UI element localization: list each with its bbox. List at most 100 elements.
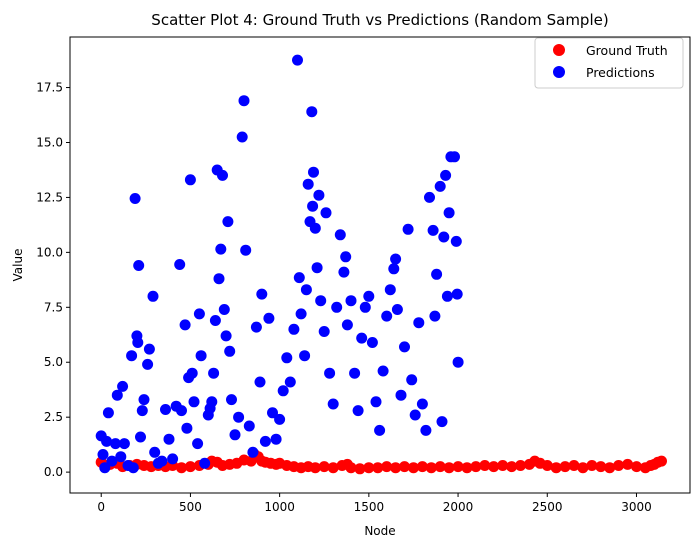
legend-marker-ground-truth xyxy=(553,44,565,56)
prediction-point xyxy=(436,416,448,428)
ground-truth-point xyxy=(541,460,553,471)
prediction-point xyxy=(133,260,145,271)
ground-truth-point xyxy=(318,461,330,473)
ground-truth-point xyxy=(559,461,571,473)
ground-truth-point xyxy=(506,461,518,473)
prediction-point xyxy=(420,424,432,436)
ground-truth-point xyxy=(381,461,393,473)
prediction-point xyxy=(256,288,268,300)
axes-frame xyxy=(69,36,691,494)
ground-truth-point xyxy=(176,462,187,474)
ground-truth-point xyxy=(488,461,500,473)
ground-truth-point xyxy=(425,462,437,474)
prediction-point xyxy=(101,435,113,447)
points-layer xyxy=(95,54,667,475)
ground-truth-point xyxy=(470,461,482,473)
prediction-point xyxy=(195,350,207,362)
prediction-point xyxy=(206,396,218,408)
prediction-point xyxy=(315,295,327,307)
prediction-point xyxy=(300,284,312,296)
prediction-point xyxy=(377,365,389,377)
prediction-point xyxy=(391,304,403,315)
ground-truth-point xyxy=(604,462,616,474)
prediction-point xyxy=(243,420,255,432)
prediction-point xyxy=(434,180,446,192)
prediction-point xyxy=(384,284,396,296)
ground-truth-point xyxy=(622,458,634,470)
prediction-point xyxy=(226,394,237,406)
ground-truth-point xyxy=(390,462,402,474)
prediction-point xyxy=(209,315,221,326)
ground-truth-point xyxy=(461,462,473,474)
ground-truth-point xyxy=(416,461,428,473)
prediction-point xyxy=(102,407,114,419)
prediction-point xyxy=(224,345,236,357)
prediction-point xyxy=(427,224,439,236)
prediction-point xyxy=(208,367,220,379)
prediction-point xyxy=(443,207,455,219)
prediction-point xyxy=(181,422,193,434)
plot-area xyxy=(69,36,691,494)
prediction-point xyxy=(179,319,191,331)
prediction-point xyxy=(363,290,375,302)
prediction-point xyxy=(356,332,368,344)
prediction-point xyxy=(110,438,121,450)
prediction-point xyxy=(374,424,386,436)
ground-truth-point xyxy=(656,455,667,467)
prediction-point xyxy=(270,433,282,445)
prediction-point xyxy=(115,451,127,463)
prediction-point xyxy=(126,350,138,362)
prediction-point xyxy=(388,263,400,275)
ground-truth-point xyxy=(443,462,455,474)
ground-truth-point xyxy=(452,461,464,473)
ground-truth-point xyxy=(595,461,607,473)
prediction-point xyxy=(238,95,250,107)
prediction-point xyxy=(295,308,307,320)
prediction-point xyxy=(138,394,150,406)
ground-truth-point xyxy=(586,460,598,471)
ground-truth-point xyxy=(408,462,419,474)
prediction-point xyxy=(167,453,179,465)
ground-truth-point xyxy=(613,460,625,471)
legend: Ground Truth Predictions xyxy=(534,37,684,89)
prediction-point xyxy=(127,462,139,474)
y-tick-label: 15.0 xyxy=(36,135,63,149)
prediction-point xyxy=(281,352,293,364)
prediction-point xyxy=(160,404,171,415)
prediction-point xyxy=(199,457,211,469)
ground-truth-point xyxy=(372,462,384,474)
prediction-point xyxy=(424,191,435,203)
x-axis: 0 500 1000 1500 2000 2500 3000 xyxy=(97,493,652,514)
prediction-point xyxy=(438,231,450,243)
y-tick-label: 0.0 xyxy=(44,465,63,479)
prediction-point xyxy=(186,367,198,379)
prediction-point xyxy=(307,200,319,212)
prediction-point xyxy=(370,396,382,408)
prediction-point xyxy=(349,367,361,379)
prediction-point xyxy=(341,319,353,331)
prediction-point xyxy=(334,229,346,241)
prediction-point xyxy=(220,330,232,342)
prediction-point xyxy=(129,193,141,204)
prediction-point xyxy=(236,131,248,143)
prediction-point xyxy=(431,268,443,280)
legend-label-ground-truth: Ground Truth xyxy=(586,43,668,58)
prediction-point xyxy=(366,337,378,348)
prediction-point xyxy=(452,356,464,368)
ground-truth-point xyxy=(363,462,375,474)
ground-truth-point xyxy=(515,460,526,471)
y-tick-label: 2.5 xyxy=(44,410,63,424)
prediction-point xyxy=(142,358,154,370)
prediction-point xyxy=(311,262,323,274)
ground-truth-point xyxy=(497,460,509,471)
ground-truth-point xyxy=(327,462,339,474)
x-tick-label: 2500 xyxy=(532,500,563,514)
prediction-point xyxy=(111,389,123,401)
prediction-point xyxy=(306,106,318,118)
x-tick-label: 500 xyxy=(179,500,202,514)
series-predictions xyxy=(95,54,464,474)
prediction-point xyxy=(429,310,441,322)
prediction-point xyxy=(345,295,357,307)
prediction-point xyxy=(149,446,161,458)
